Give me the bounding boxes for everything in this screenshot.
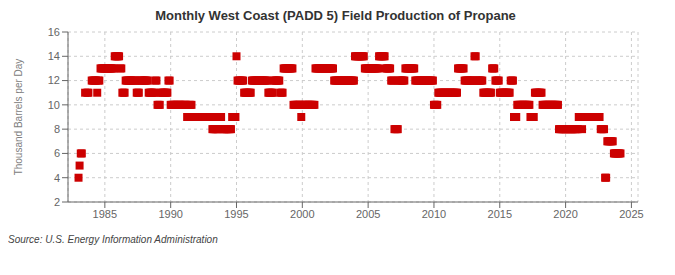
svg-text:2025: 2025 [619,208,643,220]
svg-text:4: 4 [54,172,60,184]
svg-text:8: 8 [54,123,60,135]
html-text:Source: U.S. Energy Informatio: Source: U.S. Energy Information Administ… [8,234,218,245]
svg-text:1985: 1985 [93,208,117,220]
svg-text:2020: 2020 [553,208,577,220]
svg-text:6: 6 [54,147,60,159]
svg-text:2015: 2015 [488,208,512,220]
svg-text:2000: 2000 [290,208,314,220]
svg-text:1990: 1990 [158,208,182,220]
svg-text:12: 12 [48,74,60,86]
svg-text:2005: 2005 [356,208,380,220]
svg-text:14: 14 [48,50,60,62]
svg-text:10: 10 [48,99,60,111]
svg-text:2: 2 [54,196,60,208]
svg-text:Thousand Barrels per Day: Thousand Barrels per Day [13,59,24,176]
html-text:Monthly West Coast (PADD 5) Fi: Monthly West Coast (PADD 5) Field Produc… [155,8,516,23]
svg-text:2010: 2010 [422,208,446,220]
svg-text:1995: 1995 [224,208,248,220]
svg-text:16: 16 [48,27,60,38]
